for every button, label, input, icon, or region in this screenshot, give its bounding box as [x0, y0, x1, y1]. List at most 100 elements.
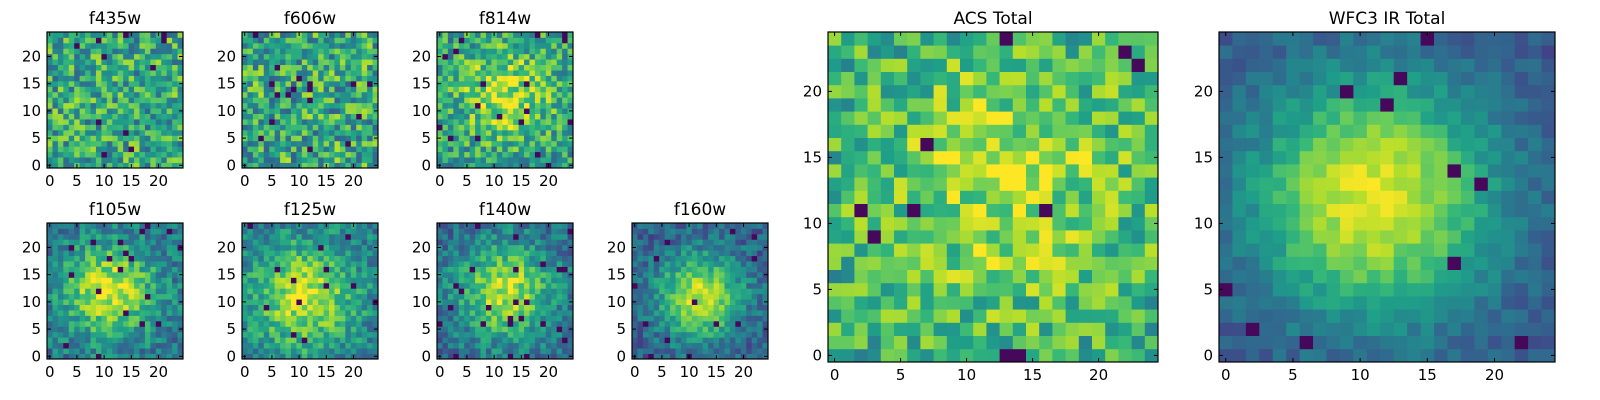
- heatmap-cell: [675, 348, 682, 354]
- heatmap-cell: [675, 293, 682, 300]
- heatmap-cell: [350, 151, 357, 158]
- heatmap-cell: [1065, 230, 1080, 244]
- heatmap-cell: [1039, 230, 1053, 244]
- heatmap-cell: [702, 293, 709, 300]
- heatmap-cell: [545, 266, 552, 273]
- heatmap-cell: [123, 348, 129, 354]
- heatmap-cell: [524, 135, 530, 142]
- heatmap-cell: [556, 91, 563, 98]
- heatmap-cell: [74, 48, 81, 55]
- heatmap-cell: [894, 190, 908, 204]
- heatmap-cell: [280, 151, 286, 158]
- heatmap-cell: [686, 331, 693, 338]
- heatmap-cell: [540, 293, 547, 300]
- heatmap-cell: [79, 315, 86, 322]
- x-tick-label: 10: [290, 172, 309, 190]
- heatmap-cell: [524, 64, 530, 71]
- heatmap-cell: [1052, 348, 1066, 363]
- heatmap-cell: [361, 244, 368, 251]
- heatmap-cell: [79, 140, 86, 147]
- heatmap-cell: [507, 91, 514, 98]
- heatmap-cell: [101, 48, 108, 55]
- heatmap-cell: [68, 271, 75, 278]
- heatmap-cell: [702, 310, 709, 316]
- heatmap-cell: [907, 216, 921, 231]
- heatmap-cell: [68, 282, 75, 289]
- heatmap-cell: [507, 239, 514, 246]
- heatmap-cell: [47, 86, 53, 93]
- heatmap-cell: [458, 326, 465, 333]
- heatmap-cell: [128, 250, 135, 257]
- heatmap-cell: [632, 310, 638, 316]
- y-tick-label: 10: [22, 293, 41, 311]
- heatmap-cell: [150, 124, 157, 131]
- heatmap-cell: [85, 140, 91, 147]
- heatmap-cell: [1092, 282, 1106, 297]
- heatmap-cell: [496, 271, 503, 278]
- heatmap-cell: [312, 277, 319, 284]
- heatmap-cell: [442, 250, 449, 257]
- heatmap-cell: [1144, 309, 1159, 323]
- heatmap-cell: [258, 59, 265, 66]
- heatmap-cell: [867, 190, 882, 204]
- heatmap-cell: [290, 86, 297, 93]
- heatmap-cell: [258, 326, 265, 333]
- heatmap-cell: [551, 271, 558, 278]
- heatmap-cell: [480, 91, 487, 98]
- heatmap-cell: [729, 250, 736, 257]
- heatmap-cell: [751, 282, 758, 289]
- heatmap-cell: [708, 299, 714, 305]
- heatmap-cell: [708, 337, 714, 344]
- heatmap-cell: [751, 304, 758, 311]
- heatmap-cell: [637, 288, 644, 295]
- y-tick-label: 5: [226, 129, 236, 147]
- heatmap-cell: [345, 64, 352, 71]
- heatmap-cell: [166, 102, 173, 109]
- heatmap-cell: [263, 326, 270, 333]
- heatmap-cell: [361, 293, 368, 300]
- heatmap-cell: [518, 80, 525, 87]
- heatmap-cell: [79, 244, 86, 251]
- heatmap-cell: [144, 271, 151, 278]
- heatmap-cell: [68, 233, 75, 240]
- heatmap-cell: [339, 124, 346, 131]
- heatmap-cell: [68, 124, 75, 131]
- heatmap-cell: [751, 337, 758, 344]
- heatmap-cell: [285, 223, 292, 229]
- x-tick-label: 10: [680, 363, 699, 381]
- heatmap-cell: [367, 299, 373, 305]
- heatmap-cell: [323, 244, 330, 251]
- heatmap-cell: [502, 102, 509, 109]
- heatmap-cell: [1131, 164, 1146, 178]
- heatmap-cell: [290, 353, 297, 360]
- heatmap-cell: [144, 331, 151, 338]
- heatmap-cell: [247, 331, 254, 338]
- heatmap-cell: [361, 353, 368, 360]
- heatmap-cell: [529, 157, 536, 163]
- heatmap-cell: [502, 70, 509, 76]
- heatmap-cell: [345, 157, 352, 163]
- heatmap-cell: [648, 277, 655, 284]
- heatmap-cell: [90, 293, 97, 300]
- heatmap-cell: [68, 310, 75, 316]
- heatmap-cell: [496, 304, 503, 311]
- heatmap-cell: [724, 348, 731, 354]
- heatmap-cell: [545, 326, 552, 333]
- heatmap-cell: [854, 256, 868, 270]
- heatmap-cell: [458, 244, 465, 251]
- heatmap-cell: [95, 42, 102, 49]
- heatmap-cell: [85, 97, 91, 104]
- heatmap-cell: [128, 75, 135, 82]
- heatmap-cell: [172, 271, 178, 278]
- heatmap-cell: [475, 32, 481, 38]
- heatmap-cell: [708, 271, 714, 278]
- heatmap-cell: [318, 244, 324, 251]
- heatmap-cell: [166, 320, 173, 327]
- heatmap-cell: [345, 320, 352, 327]
- heatmap-cell: [659, 315, 666, 322]
- heatmap-cell: [367, 119, 373, 125]
- heatmap-cell: [123, 70, 129, 76]
- heatmap-cell: [485, 119, 492, 125]
- heatmap-cell: [659, 271, 666, 278]
